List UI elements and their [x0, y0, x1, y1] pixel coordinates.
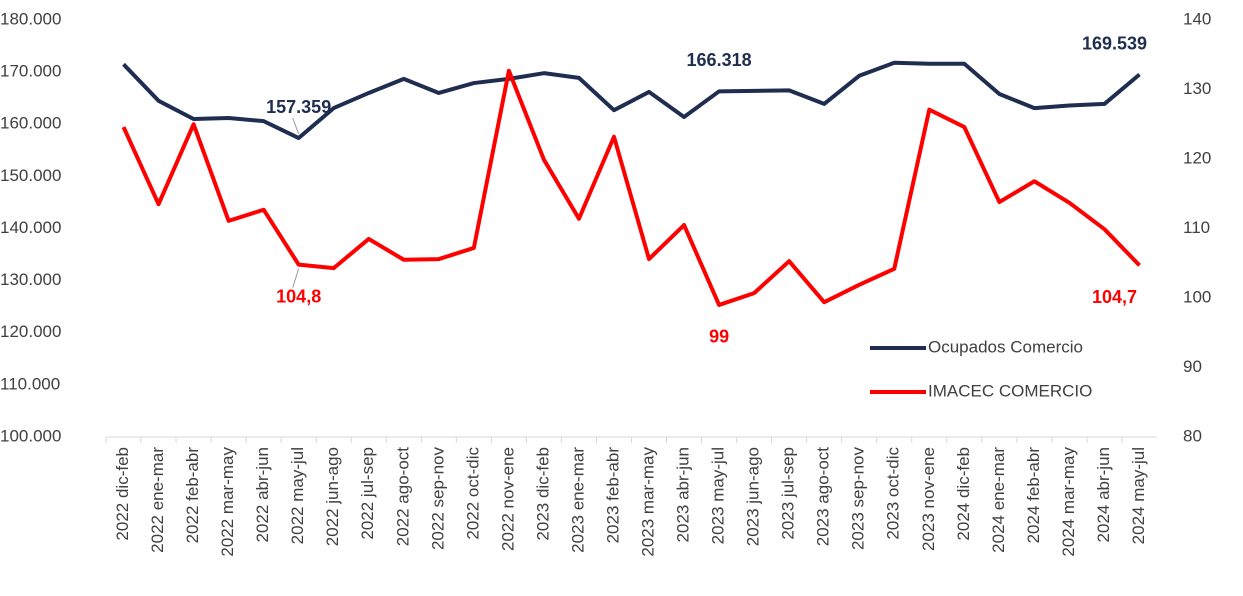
x-tick-label: 2023 abr-jun	[674, 447, 693, 542]
y-tick-label: 170.000	[0, 62, 61, 81]
y-tick-label: 130.000	[0, 270, 61, 289]
x-tick-label: 2022 ene-mar	[148, 447, 167, 553]
x-tick-label: 2022 mar-may	[218, 447, 237, 557]
legend-label: IMACEC COMERCIO	[928, 381, 1092, 400]
series-line	[121, 68, 1141, 307]
data-label: 104,7	[1092, 287, 1137, 307]
label-leader	[292, 268, 300, 288]
y2-tick-label: 90	[1183, 357, 1202, 376]
x-tick-label: 2023 mar-may	[639, 447, 658, 557]
x-tick-label: 2023 nov-ene	[919, 447, 938, 551]
data-label: 104,8	[276, 286, 321, 306]
x-tick-label: 2024 ene-mar	[989, 447, 1008, 553]
x-tick-label: 2024 feb-abr	[1024, 447, 1043, 544]
x-tick-label: 2022 oct-dic	[463, 447, 482, 540]
legend-label: Ocupados Comercio	[928, 337, 1083, 356]
y-tick-label: 180.000	[0, 9, 61, 28]
x-tick-label: 2023 ago-oct	[814, 447, 833, 547]
x-tick-label: 2022 nov-ene	[498, 447, 517, 551]
x-tick-label: 2022 ago-oct	[393, 447, 412, 547]
y2-tick-label: 130	[1183, 79, 1211, 98]
y-tick-label: 110.000	[0, 374, 60, 393]
y2-tick-label: 140	[1183, 9, 1211, 28]
y-tick-label: 120.000	[0, 322, 61, 341]
data-label: 99	[709, 327, 729, 347]
x-tick-label: 2023 sep-nov	[849, 447, 868, 551]
x-tick-label: 2023 dic-feb	[533, 447, 552, 541]
y2-tick-label: 110	[1183, 218, 1210, 237]
y2-tick-label: 100	[1183, 287, 1211, 306]
x-tick-label: 2023 may-jul	[709, 447, 728, 544]
x-tick-label: 2024 abr-jun	[1094, 447, 1113, 542]
y2-tick-label: 80	[1183, 426, 1202, 445]
x-tick-label: 2023 feb-abr	[603, 447, 622, 544]
series-line	[122, 60, 1141, 141]
y-tick-label: 150.000	[0, 166, 61, 185]
x-tick-label: 2024 mar-may	[1059, 447, 1078, 557]
y-tick-label: 140.000	[0, 218, 61, 237]
x-tick-label: 2022 abr-jun	[253, 447, 272, 542]
x-tick-label: 2023 jul-sep	[779, 447, 798, 540]
x-tick-label: 2022 jul-sep	[358, 447, 377, 540]
x-tick-label: 2023 ene-mar	[568, 447, 587, 553]
x-tick-label: 2022 jun-ago	[323, 447, 342, 546]
x-tick-label: 2024 dic-feb	[954, 447, 973, 541]
label-leader	[292, 117, 300, 135]
x-tick-label: 2023 oct-dic	[884, 447, 903, 540]
y2-tick-label: 120	[1183, 148, 1211, 167]
x-tick-label: 2022 sep-nov	[428, 447, 447, 551]
data-label: 166.318	[687, 50, 752, 70]
y-tick-label: 160.000	[0, 114, 61, 133]
x-tick-label: 2022 may-jul	[288, 447, 307, 544]
data-label: 169.539	[1082, 33, 1147, 53]
x-tick-label: 2022 feb-abr	[183, 447, 202, 544]
x-tick-label: 2023 jun-ago	[744, 447, 763, 546]
x-tick-label: 2024 may-jul	[1129, 447, 1148, 544]
x-tick-label: 2022 dic-feb	[113, 447, 132, 541]
y-tick-label: 100.000	[0, 426, 61, 445]
data-label: 157.359	[266, 97, 331, 117]
